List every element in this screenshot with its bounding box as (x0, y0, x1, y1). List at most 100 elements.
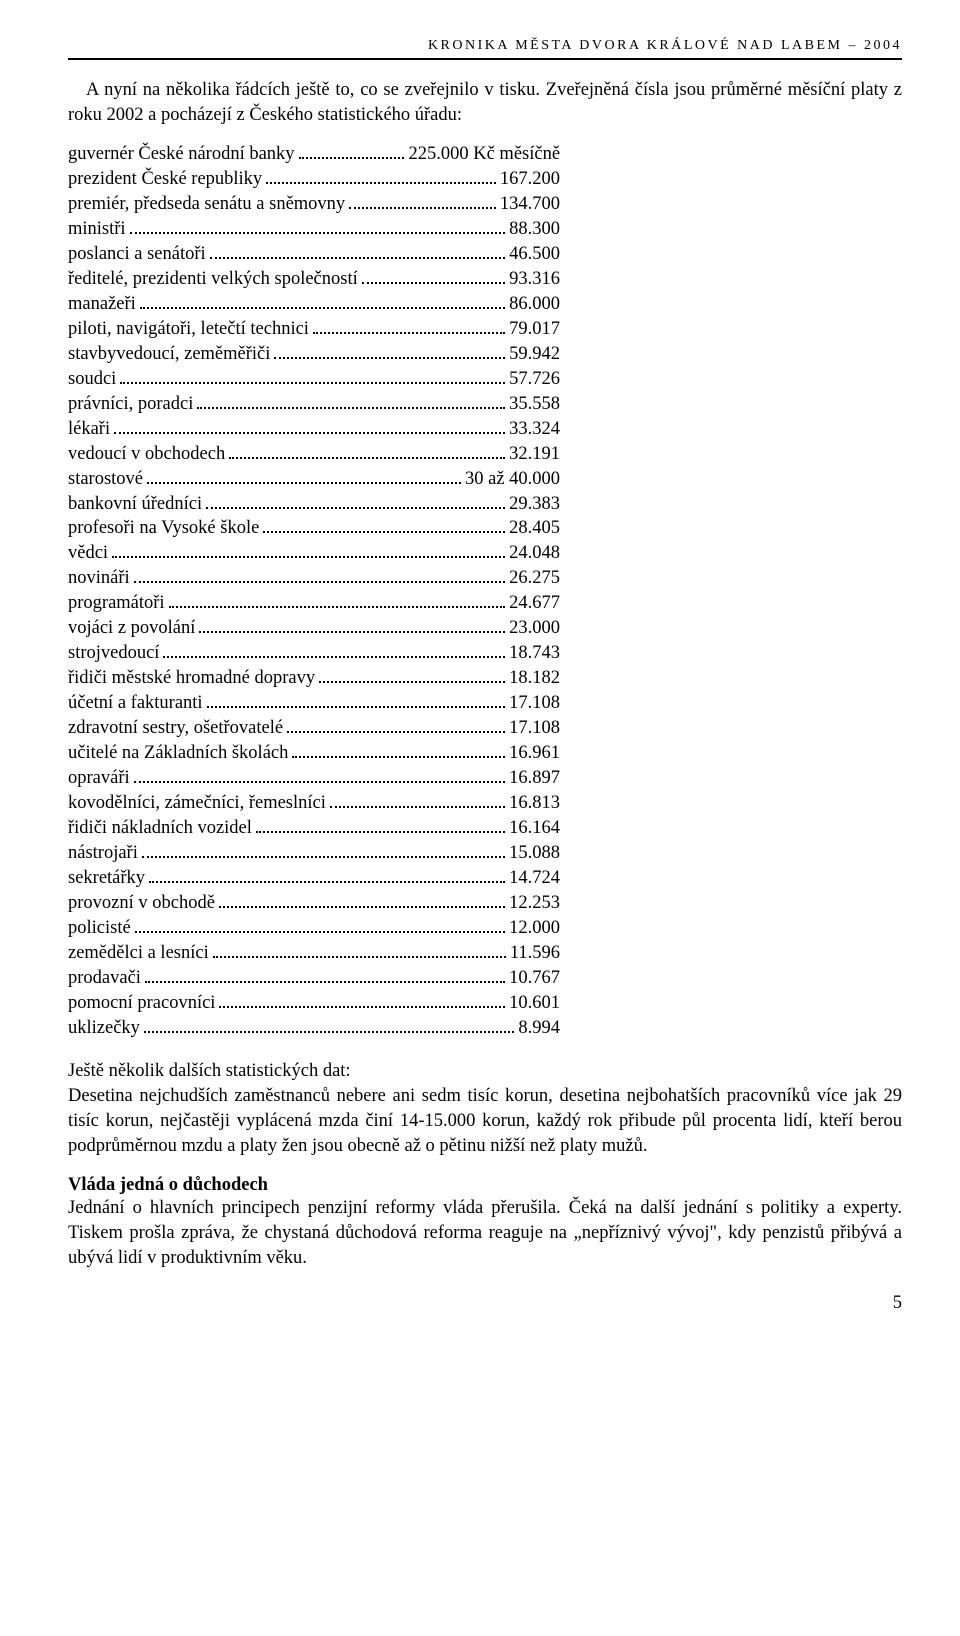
dot-leader (134, 768, 506, 783)
dot-leader (256, 818, 505, 833)
salary-row: nástrojaři15.088 (68, 841, 560, 866)
salary-value: 14.724 (509, 866, 560, 891)
salary-row: kovodělníci, zámečníci, řemeslníci 16.813 (68, 791, 560, 816)
salary-row: bankovní úředníci29.383 (68, 492, 560, 517)
dot-leader (263, 519, 505, 534)
salary-value: 10.601 (509, 991, 560, 1016)
pension-body: Jednání o hlavních principech penzijní r… (68, 1196, 902, 1271)
salary-row: programátoři24.677 (68, 591, 560, 616)
salary-label: ministři (68, 217, 126, 242)
salary-label: poslanci a senátoři (68, 242, 206, 267)
dot-leader (274, 344, 505, 359)
salary-row: novináři 26.275 (68, 566, 560, 591)
intro-paragraph: A nyní na několika řádcích ještě to, co … (68, 78, 902, 128)
salary-value: 17.108 (509, 716, 560, 741)
salary-label: novináři (68, 566, 130, 591)
salary-label: manažeři (68, 292, 136, 317)
salary-row: provozní v obchodě 12.253 (68, 891, 560, 916)
salary-row: vědci24.048 (68, 541, 560, 566)
page-number: 5 (68, 1293, 902, 1314)
salary-row: lékaři33.324 (68, 417, 560, 442)
salary-row: poslanci a senátoři46.500 (68, 242, 560, 267)
salary-row: sekretářky14.724 (68, 866, 560, 891)
salary-row: piloti, navigátoři, letečtí technici 79.0… (68, 317, 560, 342)
salary-row: guvernér České národní banky225.000 Kč m… (68, 142, 560, 167)
dot-leader (206, 494, 505, 509)
salary-row: řidiči městské hromadné dopravy18.182 (68, 666, 560, 691)
salary-label: profesoři na Vysoké škole (68, 516, 259, 541)
salary-label: soudci (68, 367, 116, 392)
salary-label: kovodělníci, zámečníci, řemeslníci (68, 791, 326, 816)
salary-value: 79.017 (509, 317, 560, 342)
stats-body: Desetina nejchudších zaměstnanců nebere … (68, 1084, 902, 1159)
salary-label: strojvedoucí (68, 641, 159, 666)
salary-row: manažeři86.000 (68, 292, 560, 317)
dot-leader (207, 693, 506, 708)
salary-label: zdravotní sestry, ošetřovatelé (68, 716, 283, 741)
salary-value: 32.191 (509, 442, 560, 467)
salary-value: 59.942 (509, 342, 560, 367)
dot-leader (362, 269, 505, 284)
dot-leader (135, 918, 505, 933)
salary-row: policisté12.000 (68, 916, 560, 941)
salary-label: piloti, navigátoři, letečtí technici (68, 317, 309, 342)
salary-value: 93.316 (509, 267, 560, 292)
salary-value: 12.253 (509, 891, 560, 916)
salary-label: vojáci z povolání (68, 616, 195, 641)
salary-row: opraváři16.897 (68, 766, 560, 791)
salary-label: lékaři (68, 417, 110, 442)
salary-label: premiér, předseda senátu a sněmovny (68, 192, 345, 217)
salary-value: 167.200 (500, 167, 560, 192)
salary-value: 134.700 (500, 192, 560, 217)
salary-value: 8.994 (518, 1016, 560, 1041)
salary-row: uklizečky8.994 (68, 1016, 560, 1041)
dot-leader (319, 668, 505, 683)
salary-value: 28.405 (509, 516, 560, 541)
dot-leader (266, 169, 496, 184)
salary-value: 15.088 (509, 841, 560, 866)
page-container: KRONIKA MĚSTA DVORA KRÁLOVÉ NAD LABEM – … (0, 0, 960, 1344)
dot-leader (349, 194, 496, 209)
dot-leader (130, 219, 506, 234)
dot-leader (145, 968, 505, 983)
dot-leader (210, 244, 505, 259)
dot-leader (219, 893, 505, 908)
salary-row: právníci, poradci 35.558 (68, 392, 560, 417)
dot-leader (292, 743, 505, 758)
salary-label: guvernér České národní banky (68, 142, 295, 167)
salary-label: stavbyvedoucí, zeměměřiči (68, 342, 270, 367)
salary-row: stavbyvedoucí, zeměměřiči 59.942 (68, 342, 560, 367)
salary-value: 88.300 (509, 217, 560, 242)
salary-row: zemědělci a lesníci 11.596 (68, 941, 560, 966)
salary-label: prodavači (68, 966, 141, 991)
salary-label: provozní v obchodě (68, 891, 215, 916)
dot-leader (287, 718, 505, 733)
salary-value: 11.596 (510, 941, 560, 966)
salary-label: vedoucí v obchodech (68, 442, 225, 467)
dot-leader (213, 943, 506, 958)
salary-value: 26.275 (509, 566, 560, 591)
dot-leader (134, 568, 506, 583)
salary-row: vojáci z povolání 23.000 (68, 616, 560, 641)
salary-row: soudci57.726 (68, 367, 560, 392)
salary-label: pomocní pracovníci (68, 991, 215, 1016)
dot-leader (149, 868, 505, 883)
salary-row: vedoucí v obchodech 32.191 (68, 442, 560, 467)
dot-leader (313, 319, 505, 334)
salary-value: 16.164 (509, 816, 560, 841)
dot-leader (147, 469, 461, 484)
page-header: KRONIKA MĚSTA DVORA KRÁLOVÉ NAD LABEM – … (68, 38, 902, 60)
dot-leader (112, 544, 505, 559)
salary-label: právníci, poradci (68, 392, 193, 417)
salary-value: 23.000 (509, 616, 560, 641)
salary-label: opraváři (68, 766, 130, 791)
dot-leader (163, 643, 505, 658)
dot-leader (142, 843, 505, 858)
salary-label: zemědělci a lesníci (68, 941, 209, 966)
subheading-pensions: Vláda jedná o důchodech (68, 1175, 902, 1196)
salary-row: ministři 88.300 (68, 217, 560, 242)
salary-value: 16.813 (509, 791, 560, 816)
salary-value: 18.743 (509, 641, 560, 666)
salary-row: prezident České republiky167.200 (68, 167, 560, 192)
salary-value: 35.558 (509, 392, 560, 417)
